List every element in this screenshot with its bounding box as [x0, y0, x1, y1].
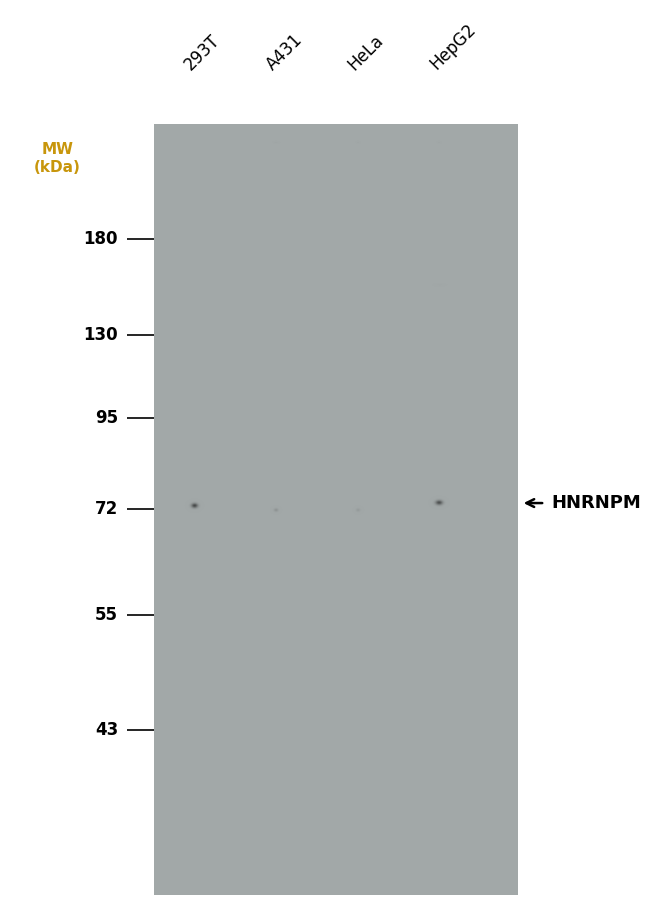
Text: 72: 72 — [95, 500, 118, 519]
Text: 95: 95 — [95, 409, 118, 427]
Text: A431: A431 — [263, 30, 306, 73]
Bar — [155, 124, 518, 895]
Text: HepG2: HepG2 — [426, 20, 479, 73]
Text: 130: 130 — [83, 326, 118, 344]
Text: MW
(kDa): MW (kDa) — [34, 142, 81, 174]
Text: 55: 55 — [95, 606, 118, 624]
Text: 180: 180 — [84, 230, 118, 248]
Text: 43: 43 — [95, 721, 118, 739]
Text: 293T: 293T — [181, 31, 224, 73]
Text: HeLa: HeLa — [344, 31, 387, 73]
Text: HNRNPM: HNRNPM — [551, 494, 641, 512]
